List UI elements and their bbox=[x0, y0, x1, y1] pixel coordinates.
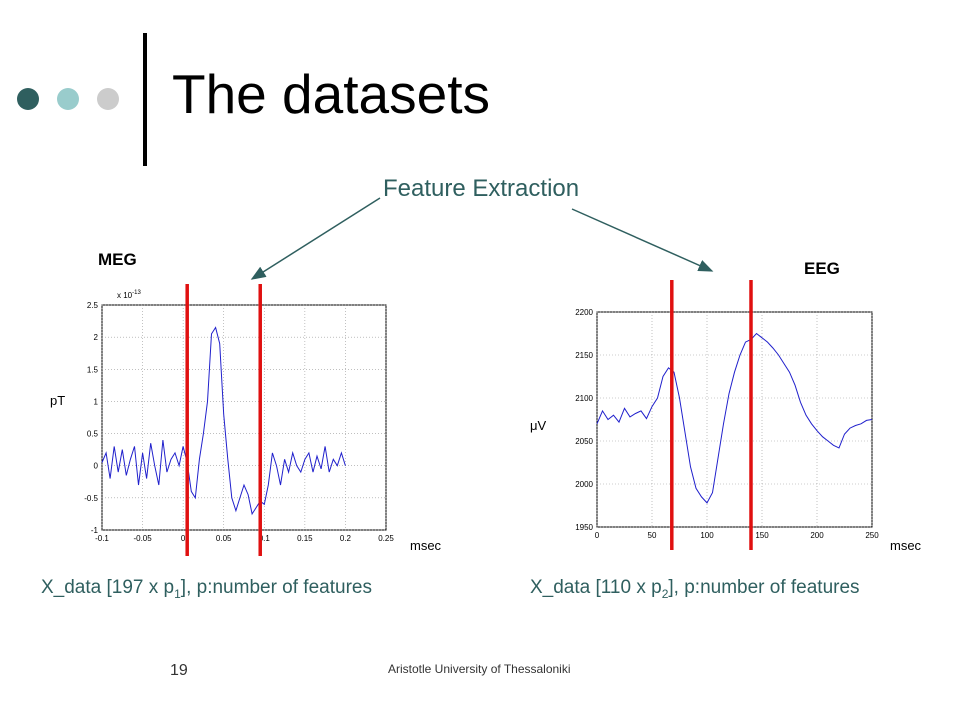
meg-caption-post: ], p:number of features bbox=[180, 577, 372, 598]
eeg-ytick-label: 2100 bbox=[575, 394, 593, 403]
footer-text: Aristotle University of Thessaloniki bbox=[388, 662, 571, 676]
eeg-unit-label: μV bbox=[530, 418, 547, 433]
meg-ytick-label: 2.5 bbox=[87, 301, 99, 310]
eeg-xtick-label: 50 bbox=[648, 531, 657, 540]
decor-dot-gray bbox=[97, 88, 119, 110]
meg-caption-sub: 1 bbox=[174, 586, 181, 601]
meg-xtick-label: 0.2 bbox=[340, 534, 352, 543]
eeg-ytick-label: 2000 bbox=[575, 480, 593, 489]
meg-ytick-label: -0.5 bbox=[84, 494, 98, 503]
meg-caption: X_data [197 x p1], p:number of features bbox=[41, 577, 372, 601]
meg-xtick-label: -0.05 bbox=[133, 534, 152, 543]
eeg-series-line bbox=[596, 332, 873, 504]
eeg-caption-pre: X_data [110 x p bbox=[530, 577, 662, 598]
meg-plot-frame bbox=[101, 304, 387, 531]
eeg-ytick-label: 1950 bbox=[575, 523, 593, 532]
slide-title: The datasets bbox=[172, 63, 490, 125]
decor-dot-teal bbox=[57, 88, 79, 110]
meg-xtick-label: 0 bbox=[181, 534, 186, 543]
meg-xtick-label: 0.15 bbox=[297, 534, 313, 543]
meg-ytick-label: -1 bbox=[91, 526, 99, 535]
meg-ytick-label: 2 bbox=[94, 333, 99, 342]
eeg-label: EEG bbox=[804, 259, 840, 278]
feature-extraction-label: Feature Extraction bbox=[383, 175, 580, 202]
eeg-ytick-label: 2150 bbox=[575, 351, 593, 360]
eeg-xtick-label: 200 bbox=[810, 531, 824, 540]
meg-xtick-label: -0.1 bbox=[95, 534, 109, 543]
meg-ytick-label: 0 bbox=[94, 462, 99, 471]
meg-ytick-label: 1.5 bbox=[87, 365, 99, 374]
page-number: 19 bbox=[170, 662, 188, 679]
eeg-xunit-label: msec bbox=[890, 538, 922, 553]
meg-series-line bbox=[101, 326, 346, 516]
meg-caption-pre: X_data [197 x p bbox=[41, 577, 175, 598]
arrow-to-eeg bbox=[571, 208, 714, 272]
eeg-plot-frame bbox=[596, 311, 873, 528]
eeg-xtick-label: 100 bbox=[700, 531, 714, 540]
meg-xtick-label: 0.05 bbox=[216, 534, 232, 543]
eeg-xtick-label: 250 bbox=[865, 531, 879, 540]
eeg-xtick-label: 150 bbox=[755, 531, 769, 540]
meg-xunit-label: msec bbox=[410, 538, 442, 553]
eeg-ytick-label: 2200 bbox=[575, 308, 593, 317]
arrow-to-meg bbox=[250, 197, 381, 280]
meg-xtick-label: 0.25 bbox=[378, 534, 394, 543]
eeg-caption: X_data [110 x p2], p:number of features bbox=[530, 577, 860, 601]
meg-unit-label: pT bbox=[50, 393, 66, 408]
title-rule bbox=[143, 33, 147, 166]
meg-label: MEG bbox=[98, 250, 137, 269]
eeg-xtick-label: 0 bbox=[595, 531, 600, 540]
eeg-ytick-label: 2050 bbox=[575, 437, 593, 446]
meg-ytick-label: 1 bbox=[94, 397, 99, 406]
meg-xtick-label: 0.1 bbox=[259, 534, 271, 543]
meg-ytick-label: 0.5 bbox=[87, 430, 99, 439]
decor-dot-dark bbox=[17, 88, 39, 110]
meg-scale-note: x 10-13 bbox=[117, 290, 141, 300]
eeg-caption-sub: 2 bbox=[661, 586, 669, 601]
eeg-caption-post: ], p:number of features bbox=[668, 577, 860, 598]
